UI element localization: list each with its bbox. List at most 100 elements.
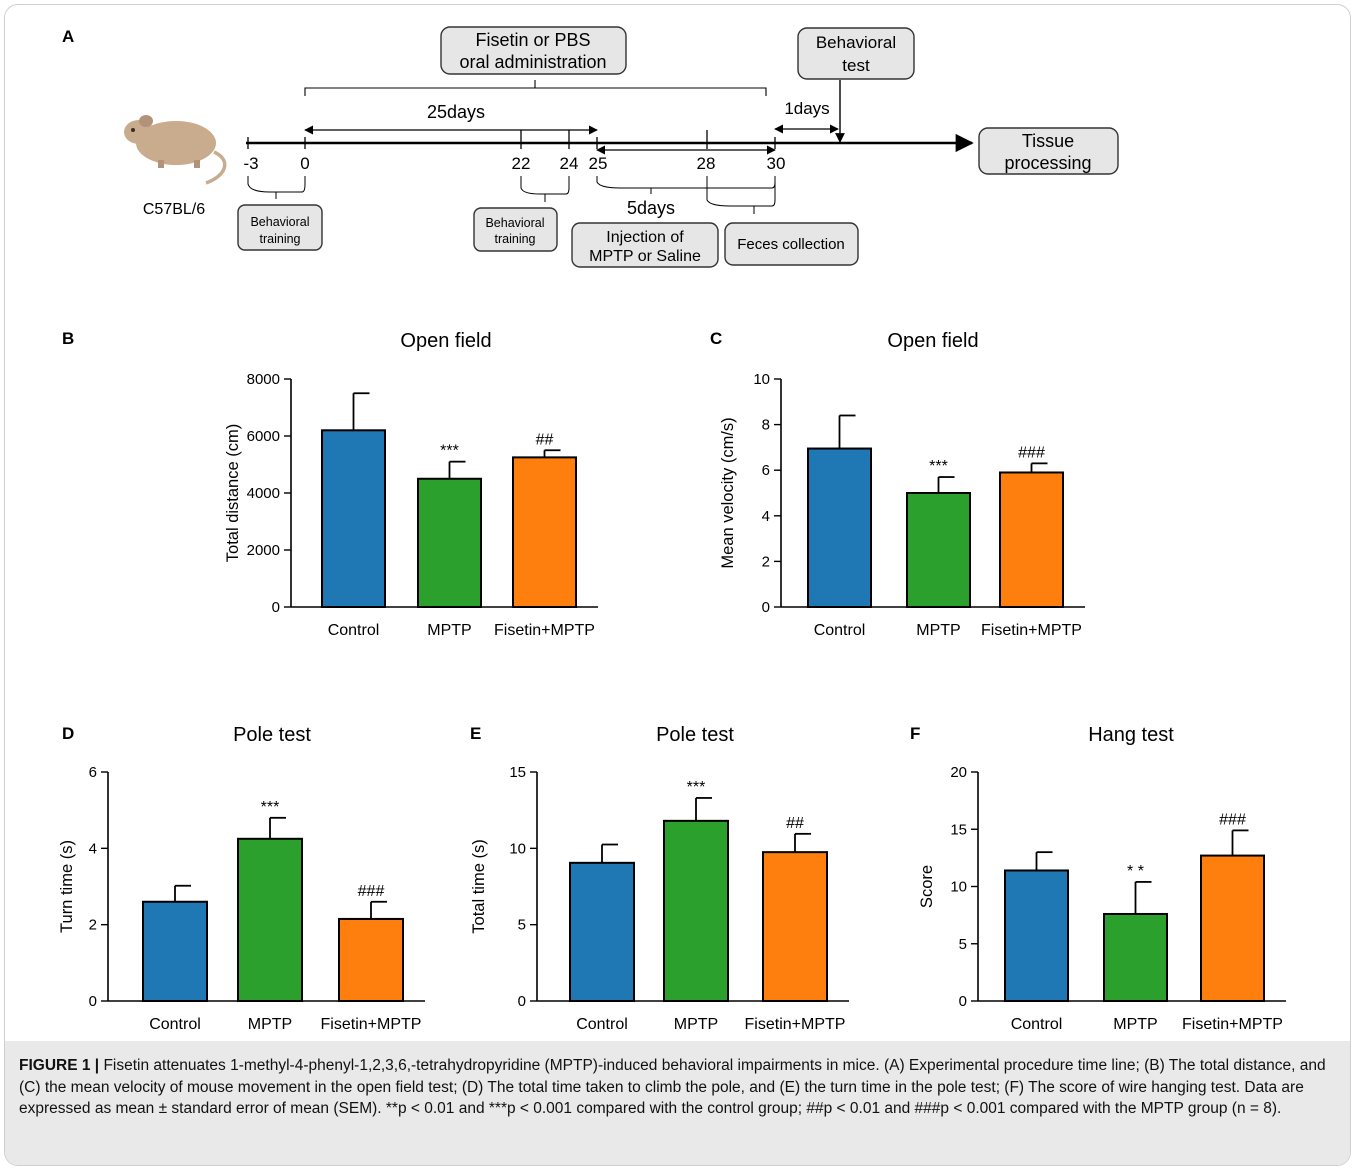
y-tick-label: 2000 xyxy=(247,542,280,559)
tick-label: 25 xyxy=(589,154,608,173)
y-axis-label: Total time (s) xyxy=(470,839,488,933)
organism-label: C57BL/6 xyxy=(143,201,205,218)
y-tick-label: 8000 xyxy=(247,371,280,388)
y-tick-label: 8 xyxy=(762,417,770,434)
y-axis-label: Mean velocity (cm/s) xyxy=(719,417,737,568)
admin-bracket xyxy=(304,80,767,96)
x-tick-label: MPTP xyxy=(248,1016,292,1033)
x-tick-label: Fisetin+MPTP xyxy=(745,1016,846,1033)
injection-box xyxy=(571,222,719,268)
significance-label: *** xyxy=(687,779,706,796)
chart-panel-d: D Pole test 0 2 4 6 Turn time (s) Control MPTP **… xyxy=(58,724,425,1033)
span-5-label: 5days xyxy=(627,198,675,218)
tick-label: 22 xyxy=(512,154,531,173)
chart-title: Hang test xyxy=(1088,724,1174,746)
significance-label: ## xyxy=(536,431,554,448)
training-1-line2: training xyxy=(260,232,301,246)
y-tick-label: 6 xyxy=(762,462,770,479)
chart-panel-c: C Open field 0 2 4 6 8 10 Mean velocity (cm/s) Co… xyxy=(710,329,1085,639)
admin-box xyxy=(440,26,627,75)
span-25-label: 25days xyxy=(427,102,485,122)
x-tick-label: Control xyxy=(149,1016,201,1033)
caption-text: Fisetin attenuates 1-methyl-4-phenyl-1,2… xyxy=(19,1057,1326,1118)
bar xyxy=(417,477,482,608)
y-tick-label: 10 xyxy=(753,371,770,388)
y-tick-label: 10 xyxy=(950,879,967,896)
y-axis-label: Score xyxy=(918,865,936,908)
behavioral-test-line2: test xyxy=(842,56,870,75)
figure-canvas: A C57BL/6 -3 0 22 24 xyxy=(58,26,1286,1033)
bar xyxy=(142,900,208,1002)
significance-label: ## xyxy=(786,815,804,832)
training-1-line1: Behavioral xyxy=(250,215,309,229)
y-tick-label: 6 xyxy=(89,764,97,781)
y-tick-label: 5 xyxy=(518,917,526,934)
significance-label: ### xyxy=(1219,811,1246,828)
injection-line2: MPTP or Saline xyxy=(589,248,701,265)
caption-label: FIGURE 1 | xyxy=(19,1057,100,1074)
panel-label: D xyxy=(62,724,74,743)
injection-line1: Injection of xyxy=(606,229,684,246)
training-2-bracket xyxy=(520,176,570,202)
y-tick-label: 5 xyxy=(959,936,967,953)
admin-box-line2: oral administration xyxy=(459,52,606,72)
y-tick-label: 2 xyxy=(762,553,770,570)
chart-title: Open field xyxy=(400,330,491,352)
bar xyxy=(512,456,577,608)
tick-label: -3 xyxy=(243,154,258,173)
figure-caption: FIGURE 1 | Fisetin attenuates 1-methyl-4… xyxy=(19,1055,1336,1120)
bar xyxy=(906,492,971,608)
chart-panel-e: E Pole test 0 5 10 15 Total time (s) Control MPT… xyxy=(470,724,849,1033)
significance-label: ### xyxy=(1018,444,1045,461)
y-tick-label: 4 xyxy=(762,508,770,525)
feces-box xyxy=(724,222,859,266)
behavioral-test-line1: Behavioral xyxy=(816,33,896,52)
training-2-line2: training xyxy=(495,232,536,246)
span-1-label: 1days xyxy=(784,99,829,118)
y-tick-label: 6000 xyxy=(247,428,280,445)
mouse-icon xyxy=(124,115,227,185)
x-tick-label: MPTP xyxy=(1113,1016,1157,1033)
figure-frame: FIGURE 1 | Fisetin attenuates 1-methyl-4… xyxy=(4,4,1351,1166)
x-tick-label: Fisetin+MPTP xyxy=(1182,1016,1283,1033)
tick-label: 30 xyxy=(767,154,786,173)
y-tick-label: 0 xyxy=(959,993,967,1010)
x-tick-label: Control xyxy=(1011,1016,1063,1033)
y-axis-label: Turn time (s) xyxy=(58,840,76,933)
feces-label: Feces collection xyxy=(737,236,845,253)
bar xyxy=(762,851,828,1003)
injection-bracket xyxy=(596,176,776,194)
x-tick-label: Fisetin+MPTP xyxy=(494,622,595,639)
training-2-line1: Behavioral xyxy=(485,216,544,230)
y-tick-label: 4 xyxy=(89,840,97,857)
tick-label: 0 xyxy=(300,154,309,173)
x-tick-label: Fisetin+MPTP xyxy=(321,1016,422,1033)
bar xyxy=(999,471,1064,609)
tissue-line2: processing xyxy=(1004,153,1091,173)
training-1-box xyxy=(237,204,323,251)
x-tick-label: Fisetin+MPTP xyxy=(981,622,1082,639)
bar xyxy=(338,917,404,1002)
tick-label: 24 xyxy=(560,154,579,173)
x-tick-label: MPTP xyxy=(916,622,960,639)
bar xyxy=(1103,912,1168,1002)
bar xyxy=(807,447,872,609)
bar xyxy=(1200,854,1265,1003)
significance-label: *** xyxy=(261,799,280,816)
bar xyxy=(321,429,386,608)
y-tick-label: 15 xyxy=(509,764,526,781)
y-tick-label: 20 xyxy=(950,764,967,781)
significance-label: *** xyxy=(440,443,459,460)
y-tick-label: 2 xyxy=(89,917,97,934)
tissue-line1: Tissue xyxy=(1022,131,1074,151)
bar xyxy=(1004,869,1069,1002)
panel-label: B xyxy=(62,329,74,348)
y-tick-label: 0 xyxy=(762,599,770,616)
x-tick-label: Control xyxy=(328,622,380,639)
y-tick-label: 0 xyxy=(272,599,280,616)
panel-label: E xyxy=(470,724,481,743)
caption-band: FIGURE 1 | Fisetin attenuates 1-methyl-4… xyxy=(5,1041,1350,1165)
training-1-bracket xyxy=(247,176,306,199)
y-tick-label: 10 xyxy=(509,840,526,857)
admin-box-line1: Fisetin or PBS xyxy=(475,30,590,50)
